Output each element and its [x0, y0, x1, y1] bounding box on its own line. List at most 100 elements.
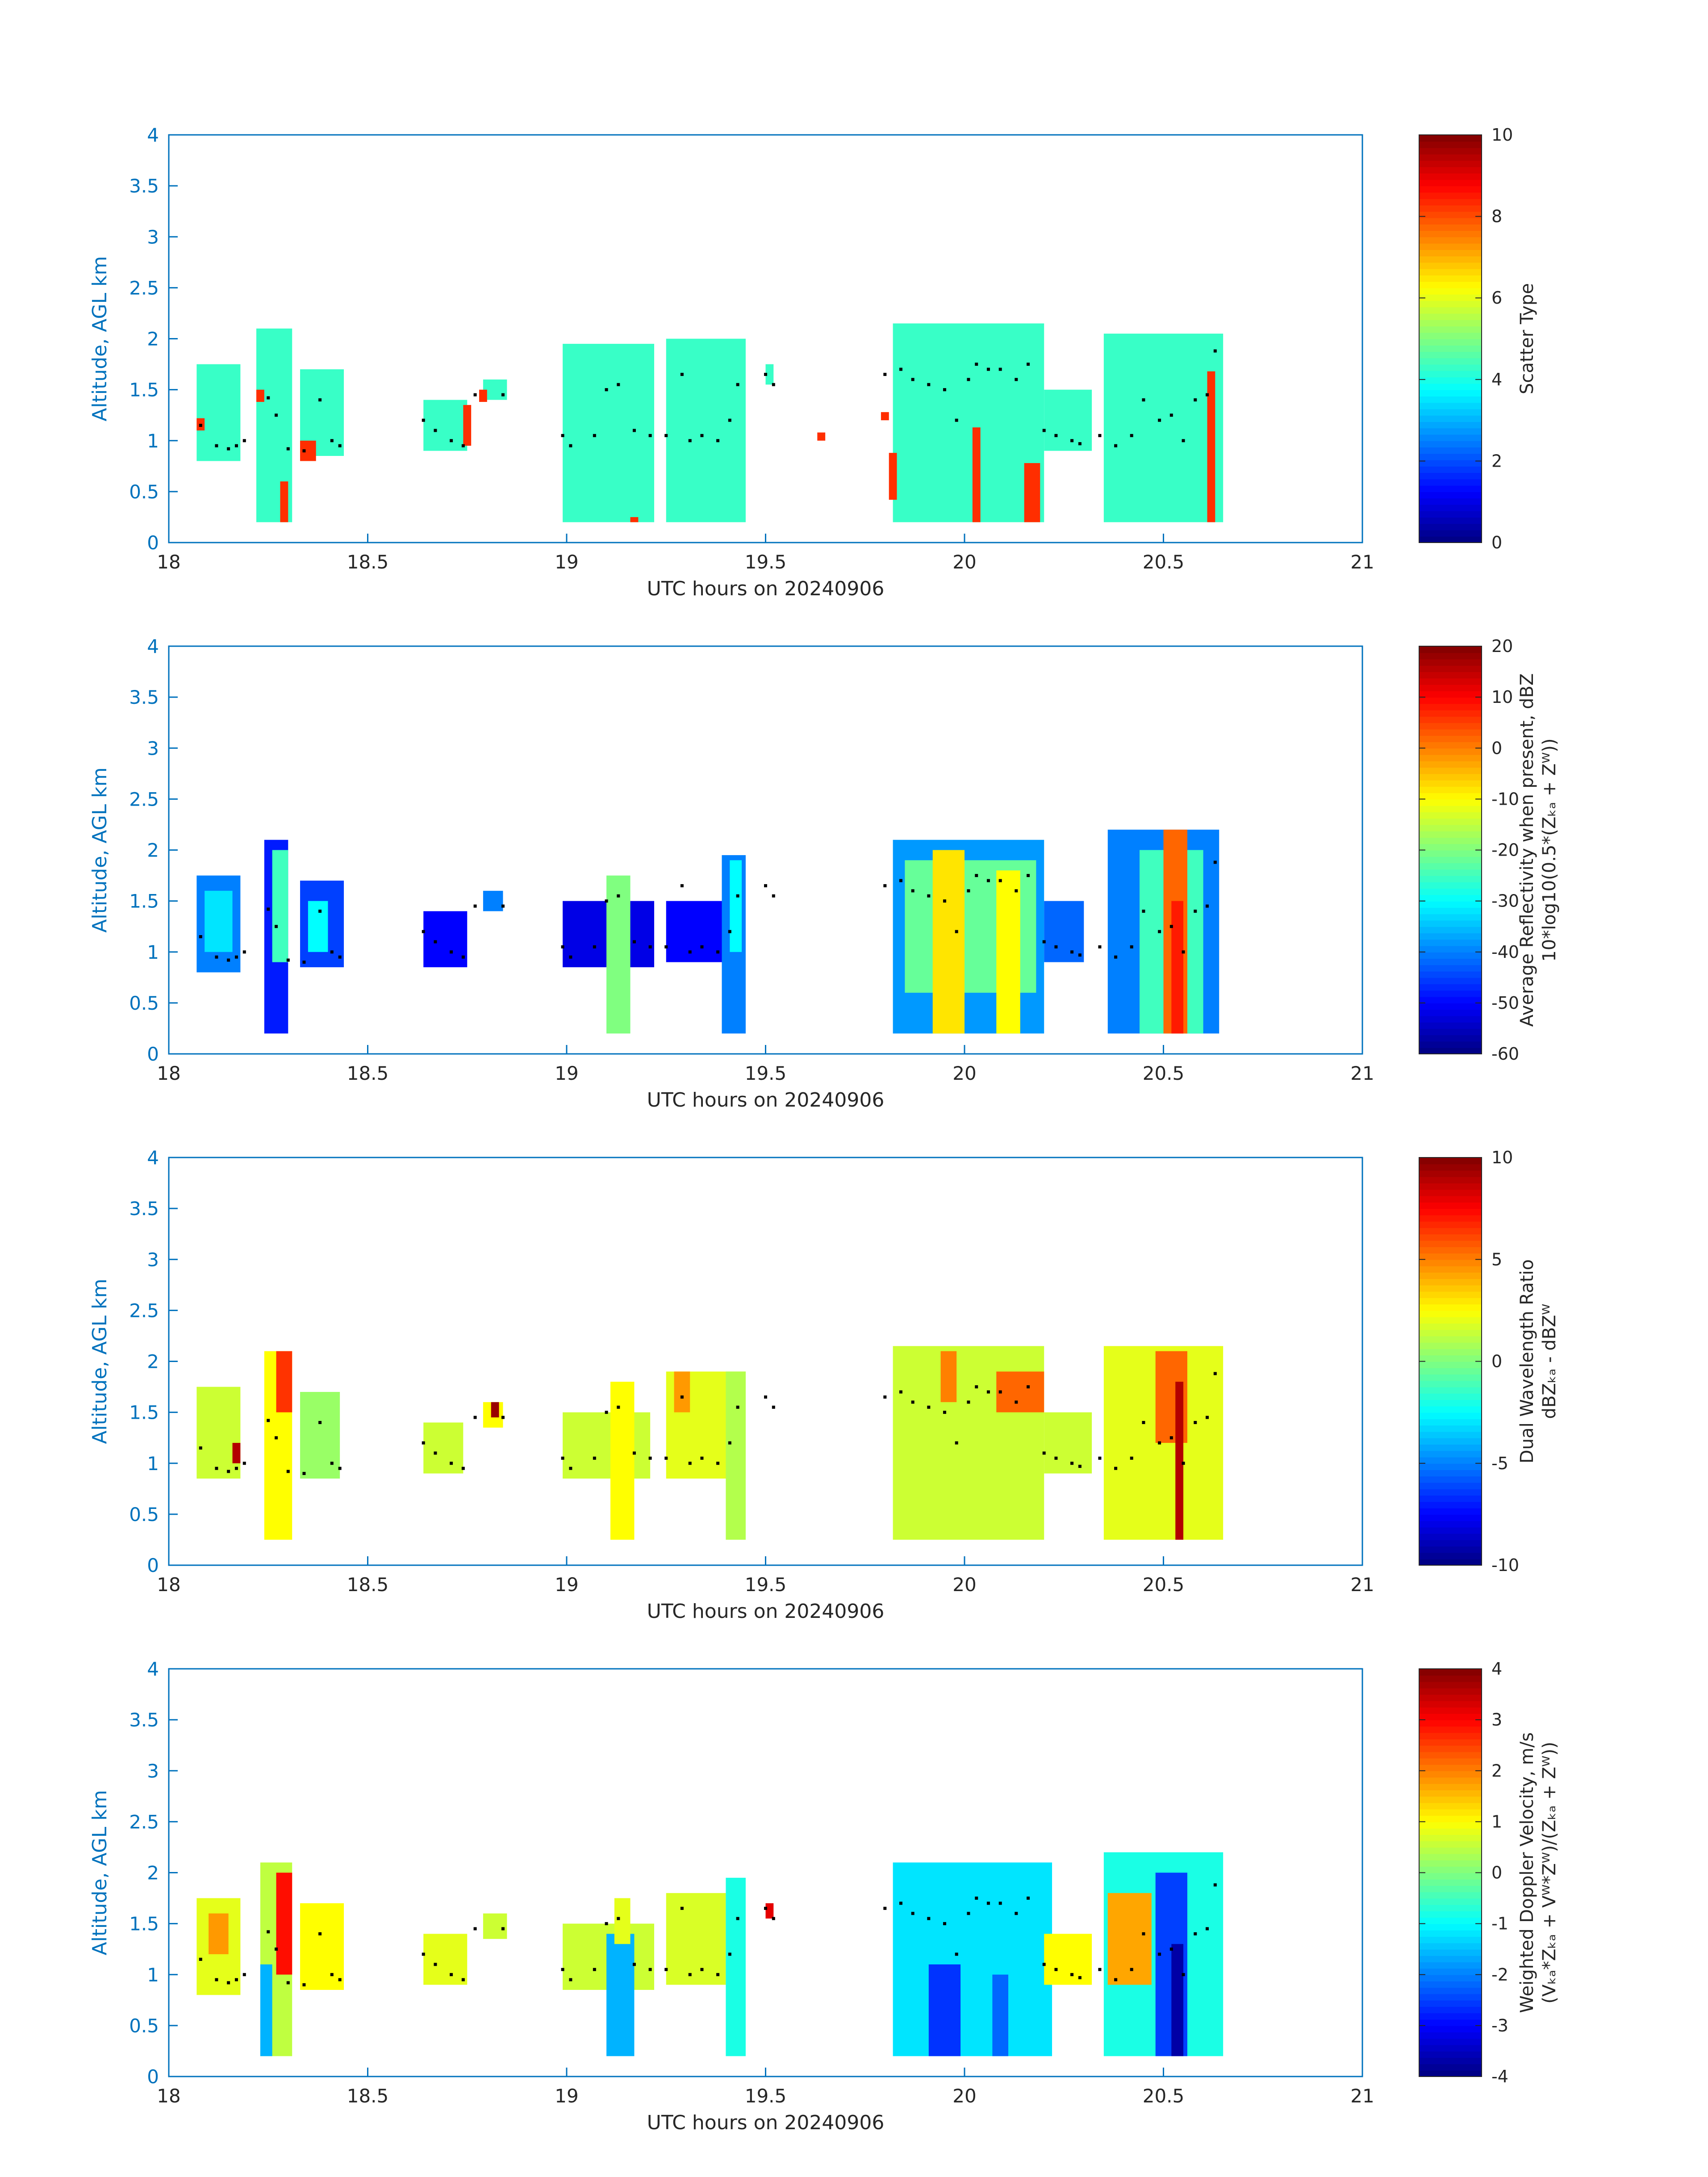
colorbar-swatch [1419, 1802, 1482, 1809]
marker-dot [275, 1436, 278, 1440]
colorbar-swatch [1419, 364, 1482, 371]
colorbar-swatch [1419, 2032, 1482, 2039]
data-cell [423, 911, 468, 967]
colorbar-swatch [1419, 409, 1482, 416]
colorbar-swatch [1419, 1400, 1482, 1407]
colorbar-swatch [1419, 510, 1482, 518]
colorbar-swatch [1419, 434, 1482, 441]
colorbar-swatch [1419, 932, 1482, 940]
y-tick-label: 1 [147, 430, 159, 452]
colorbar-label: Scatter Type [1517, 283, 1537, 394]
colorbar-swatch [1419, 729, 1482, 736]
marker-dot [1158, 1952, 1161, 1956]
colorbar-swatch [1419, 186, 1482, 193]
x-axis-label: UTC hours on 20240906 [647, 577, 885, 600]
colorbar-swatch [1419, 1470, 1482, 1477]
marker-dot [302, 1983, 306, 1987]
colorbar-swatch [1419, 268, 1482, 276]
colorbar-swatch [1419, 530, 1482, 537]
colorbar-swatch [1419, 1316, 1482, 1324]
marker-dot [286, 1981, 290, 1985]
marker-dot [764, 1395, 767, 1399]
colorbar: -4 -3 -2 -1 0 1 2 3 4 Weighted Doppler Velocity, … [1419, 1659, 1560, 2086]
marker-dot [1169, 925, 1173, 928]
y-tick-label: 0.5 [129, 992, 159, 1014]
data-cell [1207, 371, 1215, 522]
marker-dot [286, 958, 290, 962]
marker-dot [1114, 444, 1118, 447]
colorbar-swatch [1419, 1688, 1482, 1695]
data-cell [463, 405, 472, 446]
colorbar-swatch [1419, 1783, 1482, 1791]
marker-dot [728, 930, 731, 933]
marker-dot [473, 393, 477, 397]
data-cell [276, 1351, 292, 1412]
colorbar-swatch [1419, 1681, 1482, 1688]
y-axis-label: Altitude, AGL km [88, 767, 111, 932]
marker-dot [1213, 1883, 1217, 1887]
x-axis-label: UTC hours on 20240906 [647, 1600, 885, 1623]
colorbar-swatch [1419, 1981, 1482, 1988]
colorbar-tick-label: -4 [1491, 2067, 1508, 2086]
colorbar-swatch [1419, 920, 1482, 927]
colorbar-swatch [1419, 1367, 1482, 1375]
y-tick-label: 1 [147, 1453, 159, 1475]
colorbar-swatch [1419, 1853, 1482, 1860]
colorbar-label: Weighted Doppler Velocity, m/s [1517, 1732, 1537, 2013]
marker-dot [927, 894, 931, 898]
marker-dot [302, 1472, 306, 1475]
data-cell [610, 1382, 635, 1540]
data-cell [1107, 1893, 1152, 1985]
marker-dot [998, 368, 1002, 371]
y-tick-label: 2.5 [129, 788, 159, 810]
colorbar-swatch [1419, 460, 1482, 467]
marker-dot [664, 1456, 668, 1460]
colorbar-swatch [1419, 1022, 1482, 1029]
marker-dot [242, 1462, 246, 1465]
colorbar-swatch [1419, 1437, 1482, 1445]
y-tick-label: 2 [147, 840, 159, 861]
marker-dot [338, 1467, 342, 1470]
marker-dot [593, 945, 596, 949]
marker-dot [1182, 1973, 1185, 1976]
marker-dot [422, 1441, 425, 1445]
colorbar-swatch [1419, 358, 1482, 365]
colorbar-swatch [1419, 996, 1482, 1003]
marker-dot [764, 372, 767, 376]
y-tick-label: 3 [147, 1760, 159, 1782]
y-tick-label: 0.5 [129, 1504, 159, 1525]
marker-dot [927, 1917, 931, 1920]
panel-1: 18 18.5 19 19.5 20 20.5 2100.511.522.533.54UTC… [88, 124, 1537, 600]
colorbar-swatch [1419, 472, 1482, 480]
colorbar-swatch [1419, 1234, 1482, 1241]
marker-dot [267, 1930, 270, 1934]
marker-dot [1182, 439, 1185, 443]
colorbar-swatch [1419, 2070, 1482, 2077]
marker-dot [561, 1456, 564, 1460]
marker-dot [1158, 930, 1161, 933]
colorbar-swatch [1419, 1930, 1482, 1937]
x-tick-label: 18 [157, 1574, 180, 1596]
marker-dot [1070, 1973, 1074, 1976]
colorbar-swatch [1419, 894, 1482, 902]
colorbar-swatch [1419, 1387, 1482, 1394]
colorbar-swatch [1419, 1279, 1482, 1286]
colorbar-swatch [1419, 786, 1482, 794]
marker-dot [1194, 1932, 1197, 1935]
markers [199, 861, 1217, 964]
colorbar-swatch [1419, 2044, 1482, 2052]
colorbar-swatch [1419, 288, 1482, 295]
colorbar-swatch [1419, 338, 1482, 346]
marker-dot [1078, 1976, 1082, 1980]
marker-dot [975, 874, 978, 877]
colorbar-swatch [1419, 1745, 1482, 1752]
marker-dot [1015, 1912, 1018, 1915]
marker-dot [772, 1405, 775, 1409]
marker-dot [338, 444, 342, 447]
colorbar-swatch [1419, 824, 1482, 832]
marker-dot [955, 930, 958, 933]
marker-dot [1169, 414, 1173, 417]
colorbar-swatch [1419, 523, 1482, 531]
colorbar-swatch [1419, 262, 1482, 269]
colorbar-swatch [1419, 504, 1482, 511]
